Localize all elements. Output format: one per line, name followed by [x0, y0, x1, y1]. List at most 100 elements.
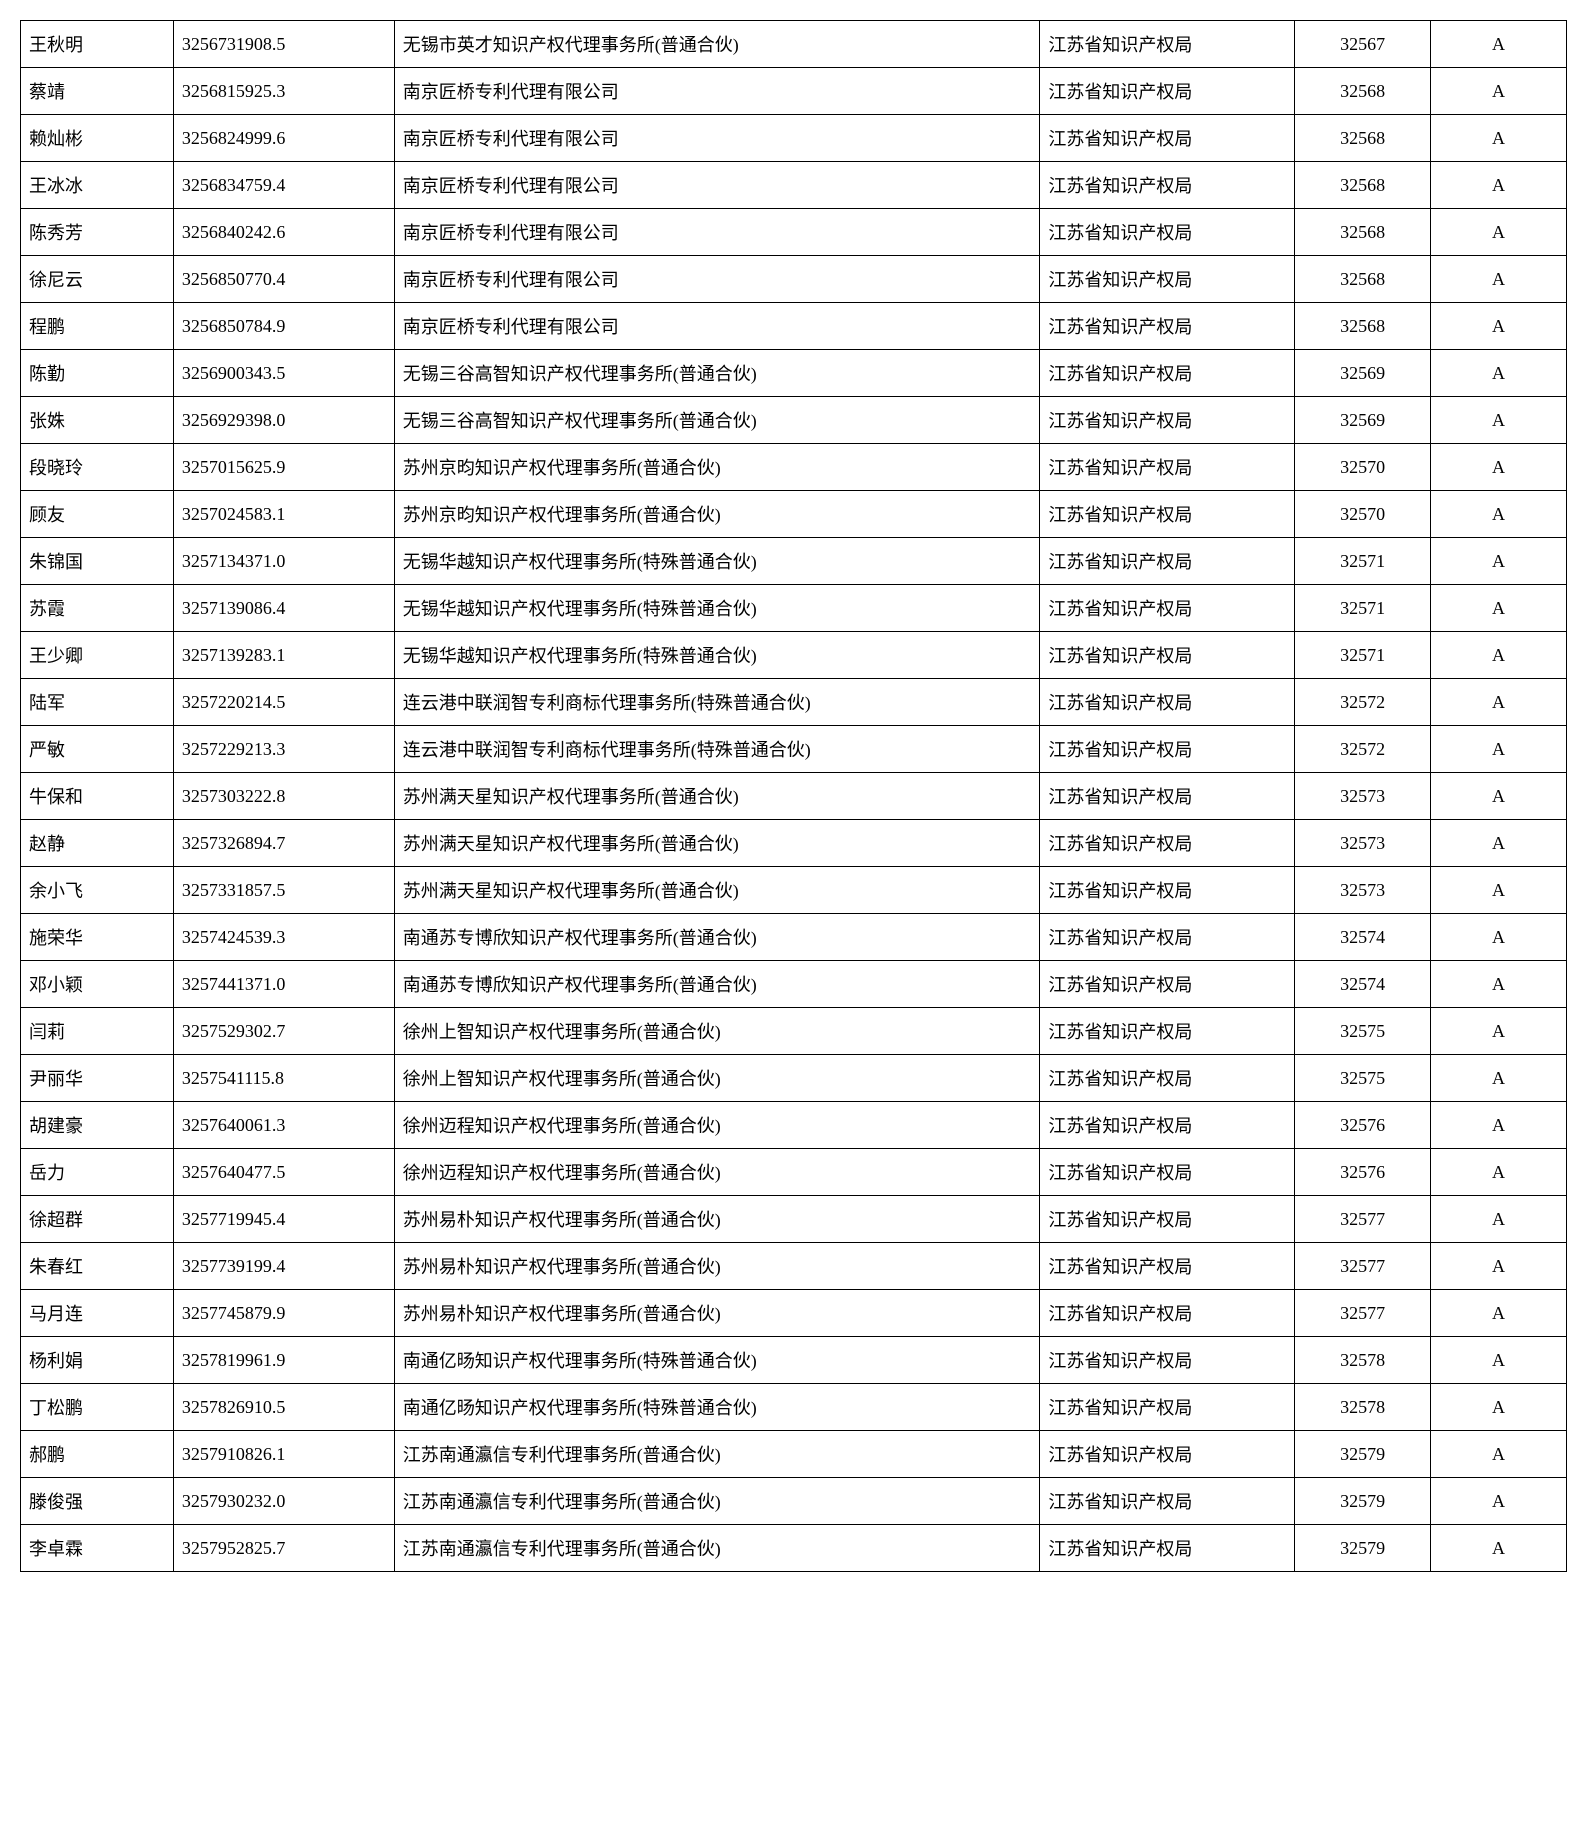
table-row: 王冰冰3256834759.4南京匠桥专利代理有限公司江苏省知识产权局32568… [21, 162, 1567, 209]
cell-bureau: 江苏省知识产权局 [1040, 1008, 1295, 1055]
table-row: 岳力3257640477.5徐州迈程知识产权代理事务所(普通合伙)江苏省知识产权… [21, 1149, 1567, 1196]
cell-bureau: 江苏省知识产权局 [1040, 1337, 1295, 1384]
cell-organization: 南京匠桥专利代理有限公司 [394, 68, 1040, 115]
cell-bureau: 江苏省知识产权局 [1040, 1525, 1295, 1572]
cell-id: 3256840242.6 [173, 209, 394, 256]
cell-id: 3256929398.0 [173, 397, 394, 444]
table-row: 陈秀芳3256840242.6南京匠桥专利代理有限公司江苏省知识产权局32568… [21, 209, 1567, 256]
cell-grade: A [1431, 491, 1567, 538]
cell-name: 张姝 [21, 397, 174, 444]
cell-bureau: 江苏省知识产权局 [1040, 115, 1295, 162]
cell-grade: A [1431, 914, 1567, 961]
cell-name: 滕俊强 [21, 1478, 174, 1525]
cell-organization: 苏州京昀知识产权代理事务所(普通合伙) [394, 491, 1040, 538]
cell-code: 32568 [1295, 115, 1431, 162]
cell-bureau: 江苏省知识产权局 [1040, 632, 1295, 679]
cell-organization: 无锡市英才知识产权代理事务所(普通合伙) [394, 21, 1040, 68]
cell-code: 32573 [1295, 867, 1431, 914]
table-row: 施荣华3257424539.3南通苏专博欣知识产权代理事务所(普通合伙)江苏省知… [21, 914, 1567, 961]
cell-organization: 南京匠桥专利代理有限公司 [394, 162, 1040, 209]
cell-grade: A [1431, 1290, 1567, 1337]
cell-name: 朱锦国 [21, 538, 174, 585]
cell-grade: A [1431, 1384, 1567, 1431]
cell-id: 3257331857.5 [173, 867, 394, 914]
cell-grade: A [1431, 1055, 1567, 1102]
cell-name: 尹丽华 [21, 1055, 174, 1102]
cell-code: 32568 [1295, 256, 1431, 303]
cell-code: 32579 [1295, 1478, 1431, 1525]
cell-bureau: 江苏省知识产权局 [1040, 209, 1295, 256]
cell-code: 32572 [1295, 679, 1431, 726]
cell-organization: 苏州满天星知识产权代理事务所(普通合伙) [394, 867, 1040, 914]
cell-organization: 苏州易朴知识产权代理事务所(普通合伙) [394, 1243, 1040, 1290]
cell-code: 32573 [1295, 820, 1431, 867]
cell-name: 徐超群 [21, 1196, 174, 1243]
cell-organization: 徐州迈程知识产权代理事务所(普通合伙) [394, 1149, 1040, 1196]
cell-organization: 徐州迈程知识产权代理事务所(普通合伙) [394, 1102, 1040, 1149]
table-row: 段晓玲3257015625.9苏州京昀知识产权代理事务所(普通合伙)江苏省知识产… [21, 444, 1567, 491]
cell-bureau: 江苏省知识产权局 [1040, 1055, 1295, 1102]
cell-id: 3257424539.3 [173, 914, 394, 961]
cell-id: 3257719945.4 [173, 1196, 394, 1243]
cell-code: 32569 [1295, 397, 1431, 444]
cell-organization: 南通苏专博欣知识产权代理事务所(普通合伙) [394, 914, 1040, 961]
cell-id: 3256834759.4 [173, 162, 394, 209]
table-row: 程鹏3256850784.9南京匠桥专利代理有限公司江苏省知识产权局32568A [21, 303, 1567, 350]
cell-code: 32570 [1295, 491, 1431, 538]
cell-name: 余小飞 [21, 867, 174, 914]
cell-grade: A [1431, 444, 1567, 491]
cell-id: 3257015625.9 [173, 444, 394, 491]
cell-code: 32568 [1295, 209, 1431, 256]
cell-id: 3256824999.6 [173, 115, 394, 162]
cell-organization: 苏州满天星知识产权代理事务所(普通合伙) [394, 820, 1040, 867]
cell-bureau: 江苏省知识产权局 [1040, 820, 1295, 867]
cell-code: 32573 [1295, 773, 1431, 820]
cell-name: 郝鹏 [21, 1431, 174, 1478]
cell-name: 王秋明 [21, 21, 174, 68]
cell-organization: 江苏南通瀛信专利代理事务所(普通合伙) [394, 1478, 1040, 1525]
cell-code: 32577 [1295, 1243, 1431, 1290]
cell-id: 3257739199.4 [173, 1243, 394, 1290]
cell-grade: A [1431, 1008, 1567, 1055]
cell-id: 3257640477.5 [173, 1149, 394, 1196]
cell-id: 3257134371.0 [173, 538, 394, 585]
cell-name: 顾友 [21, 491, 174, 538]
cell-name: 杨利娟 [21, 1337, 174, 1384]
cell-name: 段晓玲 [21, 444, 174, 491]
data-table: 王秋明3256731908.5无锡市英才知识产权代理事务所(普通合伙)江苏省知识… [20, 20, 1567, 1572]
table-row: 郝鹏3257910826.1江苏南通瀛信专利代理事务所(普通合伙)江苏省知识产权… [21, 1431, 1567, 1478]
cell-grade: A [1431, 867, 1567, 914]
cell-grade: A [1431, 679, 1567, 726]
cell-organization: 徐州上智知识产权代理事务所(普通合伙) [394, 1008, 1040, 1055]
cell-organization: 南京匠桥专利代理有限公司 [394, 303, 1040, 350]
cell-organization: 江苏南通瀛信专利代理事务所(普通合伙) [394, 1525, 1040, 1572]
table-row: 徐超群3257719945.4苏州易朴知识产权代理事务所(普通合伙)江苏省知识产… [21, 1196, 1567, 1243]
cell-bureau: 江苏省知识产权局 [1040, 1431, 1295, 1478]
cell-organization: 南京匠桥专利代理有限公司 [394, 115, 1040, 162]
cell-organization: 苏州易朴知识产权代理事务所(普通合伙) [394, 1196, 1040, 1243]
cell-id: 3257640061.3 [173, 1102, 394, 1149]
cell-bureau: 江苏省知识产权局 [1040, 303, 1295, 350]
cell-organization: 无锡三谷高智知识产权代理事务所(普通合伙) [394, 350, 1040, 397]
cell-name: 陆军 [21, 679, 174, 726]
cell-name: 王少卿 [21, 632, 174, 679]
table-row: 马月连3257745879.9苏州易朴知识产权代理事务所(普通合伙)江苏省知识产… [21, 1290, 1567, 1337]
cell-name: 胡建豪 [21, 1102, 174, 1149]
cell-grade: A [1431, 820, 1567, 867]
table-row: 严敏3257229213.3连云港中联润智专利商标代理事务所(特殊普通合伙)江苏… [21, 726, 1567, 773]
cell-code: 32571 [1295, 585, 1431, 632]
cell-bureau: 江苏省知识产权局 [1040, 1149, 1295, 1196]
cell-grade: A [1431, 256, 1567, 303]
cell-organization: 连云港中联润智专利商标代理事务所(特殊普通合伙) [394, 726, 1040, 773]
cell-bureau: 江苏省知识产权局 [1040, 162, 1295, 209]
cell-code: 32578 [1295, 1384, 1431, 1431]
table-row: 杨利娟3257819961.9南通亿旸知识产权代理事务所(特殊普通合伙)江苏省知… [21, 1337, 1567, 1384]
cell-name: 程鹏 [21, 303, 174, 350]
cell-name: 蔡靖 [21, 68, 174, 115]
cell-id: 3256815925.3 [173, 68, 394, 115]
cell-organization: 苏州易朴知识产权代理事务所(普通合伙) [394, 1290, 1040, 1337]
table-row: 邓小颖3257441371.0南通苏专博欣知识产权代理事务所(普通合伙)江苏省知… [21, 961, 1567, 1008]
cell-bureau: 江苏省知识产权局 [1040, 1243, 1295, 1290]
cell-code: 32568 [1295, 162, 1431, 209]
cell-grade: A [1431, 961, 1567, 1008]
